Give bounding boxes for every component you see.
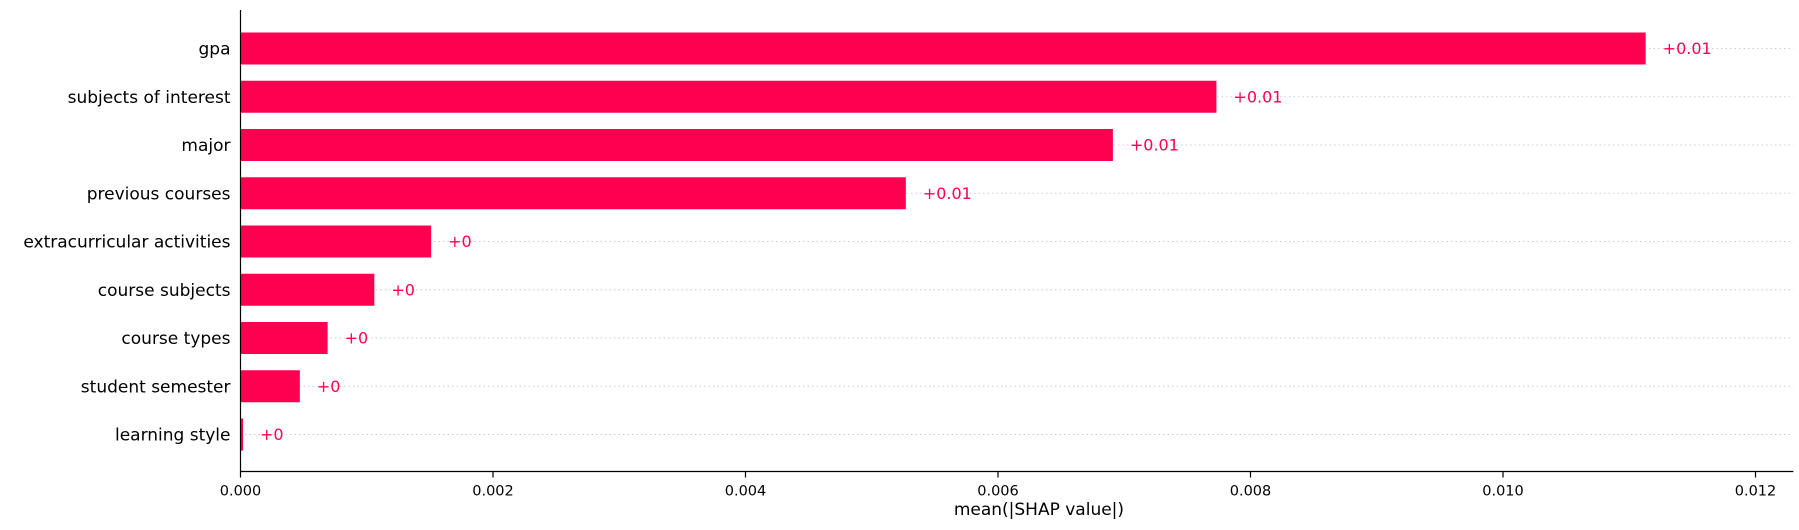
data-label: +0 (260, 425, 284, 444)
category-label: learning style (115, 426, 231, 446)
bars (240, 32, 1646, 451)
x-tick-label: 0.006 (977, 484, 1019, 500)
data-labels: +0.01 +0.01 +0.01 +0.01 +0 +0 +0 +0 +0 (260, 39, 1712, 444)
data-label: +0.01 (1233, 87, 1282, 106)
category-label: course subjects (98, 281, 231, 301)
x-tick-label: 0.002 (472, 484, 514, 500)
data-label: +0 (317, 377, 341, 396)
bar (240, 322, 328, 354)
bar (240, 80, 1217, 113)
bar (240, 225, 432, 258)
data-label: +0 (391, 280, 415, 299)
x-tick-label: 0.012 (1735, 484, 1777, 500)
data-label: +0 (448, 232, 472, 251)
bar (240, 129, 1113, 161)
data-label: +0.01 (1130, 136, 1179, 155)
data-label: +0.01 (923, 184, 972, 203)
category-label: course types (121, 329, 230, 349)
x-tick-label: 0.010 (1482, 484, 1524, 500)
x-ticks: 0.000 0.002 0.004 0.006 0.008 0.010 0.012 (220, 471, 1777, 500)
category-label: gpa (199, 40, 231, 60)
data-label: +0.01 (1663, 39, 1712, 58)
category-label: student semester (81, 377, 231, 397)
bar (240, 273, 375, 306)
bar (240, 418, 244, 451)
category-label: major (181, 136, 230, 156)
category-label: subjects of interest (68, 88, 231, 108)
category-label: extracurricular activities (23, 233, 230, 253)
category-labels: gpa subjects of interest major previous cou… (23, 40, 230, 446)
data-label: +0 (345, 329, 369, 348)
x-axis-title: mean(|SHAP value|) (954, 500, 1124, 520)
bar (240, 370, 300, 403)
category-label: previous courses (87, 184, 231, 204)
bar (240, 32, 1646, 65)
x-tick-label: 0.008 (1230, 484, 1272, 500)
x-tick-label: 0.000 (220, 484, 262, 500)
x-tick-label: 0.004 (725, 484, 767, 500)
bar (240, 177, 906, 210)
